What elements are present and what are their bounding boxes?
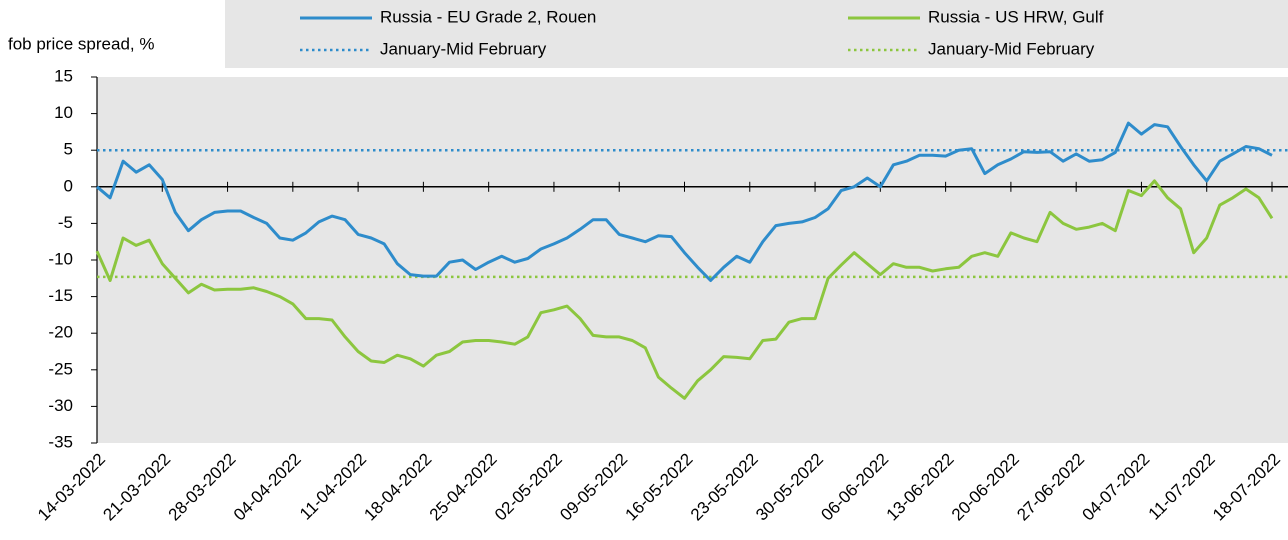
series-line [96, 121, 1273, 282]
x-tick-label: 21-03-2022 [99, 450, 174, 525]
y-axis-label: fob price spread, % [8, 34, 154, 53]
legend-label: January-Mid February [380, 39, 547, 58]
x-tick-label: 13-06-2022 [883, 450, 958, 525]
y-tick-label: 0 [64, 176, 73, 195]
x-tick-label: 16-05-2022 [622, 450, 697, 525]
x-tick-label: 25-04-2022 [426, 450, 501, 525]
y-tick-label: 5 [64, 140, 73, 159]
y-tick-label: 15 [54, 66, 73, 85]
y-tick-label: 10 [54, 103, 73, 122]
y-tick-label: -20 [48, 323, 73, 342]
x-tick-label: 04-04-2022 [230, 450, 305, 525]
x-tick-label: 23-05-2022 [687, 450, 762, 525]
y-tick-label: -15 [48, 286, 73, 305]
y-tick-label: -25 [48, 359, 73, 378]
x-tick-label: 30-05-2022 [752, 450, 827, 525]
legend-label: Russia - US HRW, Gulf [928, 7, 1104, 26]
x-tick-label: 11-07-2022 [1145, 450, 1219, 524]
x-tick-label: 28-03-2022 [165, 450, 240, 525]
y-tick-label: -10 [48, 249, 73, 268]
x-tick-label: 02-05-2022 [491, 450, 566, 525]
x-tick-label: 20-06-2022 [948, 450, 1023, 525]
y-tick-label: -5 [58, 213, 73, 232]
x-tick-label: 14-03-2022 [34, 450, 109, 525]
x-tick-label: 06-06-2022 [817, 450, 892, 525]
x-tick-label: 11-04-2022 [296, 450, 370, 524]
legend-box [225, 0, 1288, 68]
y-tick-label: -35 [48, 432, 73, 451]
x-tick-label: 18-07-2022 [1209, 450, 1284, 525]
x-tick-label: 27-06-2022 [1013, 450, 1088, 525]
legend-label: Russia - EU Grade 2, Rouen [380, 7, 596, 26]
series-line [95, 179, 1274, 400]
x-tick-label: 09-05-2022 [556, 450, 631, 525]
x-tick-label: 18-04-2022 [360, 450, 435, 525]
x-tick-label: 04-07-2022 [1079, 450, 1154, 525]
y-tick-label: -30 [48, 396, 73, 415]
legend-label: January-Mid February [928, 39, 1095, 58]
